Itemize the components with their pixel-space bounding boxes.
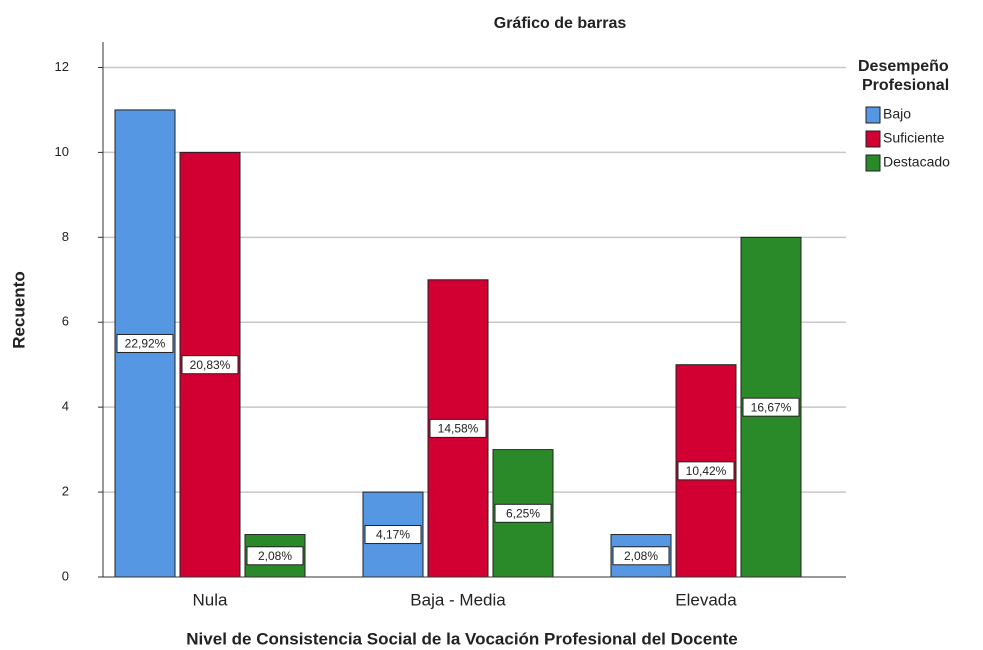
y-tick-label: 8 (62, 229, 69, 244)
x-tick-label: Nula (193, 590, 229, 609)
data-label: 20,83% (190, 358, 231, 372)
data-label-box (494, 503, 552, 523)
legend-swatch (865, 130, 881, 148)
legend-label: Suficiente (883, 130, 945, 146)
y-tick-label: 0 (62, 568, 69, 583)
data-label: 2,08% (624, 549, 658, 563)
y-tick-label: 10 (55, 144, 69, 159)
x-axis-label: Nivel de Consistencia Social de la Vocac… (186, 629, 737, 648)
y-tick-label: 6 (62, 314, 69, 329)
legend-label: Destacado (883, 154, 950, 170)
data-label-box (181, 355, 239, 375)
data-label: 10,42% (686, 464, 727, 478)
data-label: 16,67% (751, 400, 792, 414)
data-label-box (246, 546, 304, 566)
legend-swatch (865, 154, 881, 172)
x-tick-label: Elevada (675, 590, 737, 609)
data-label-box (677, 461, 735, 481)
y-tick-label: 12 (55, 59, 69, 74)
data-label-box (116, 333, 174, 353)
data-label-box (742, 397, 800, 417)
legend-swatch (865, 106, 881, 124)
data-label-box (364, 525, 422, 545)
x-tick-label: Baja - Media (410, 590, 506, 609)
data-label: 2,08% (258, 549, 292, 563)
data-label: 22,92% (125, 337, 166, 351)
legend-title: Desempeño (858, 58, 949, 75)
y-tick-label: 4 (62, 399, 69, 414)
legend-label: Bajo (883, 106, 911, 122)
data-label-box (429, 418, 487, 438)
chart-title: Gráfico de barras (494, 15, 627, 32)
data-label-box (612, 546, 670, 566)
y-axis-label: Recuento (9, 271, 28, 348)
legend-title: Profesional (862, 77, 949, 94)
data-label: 14,58% (438, 422, 479, 436)
data-label: 4,17% (376, 528, 410, 542)
data-label: 6,25% (506, 506, 540, 520)
y-tick-label: 2 (62, 484, 69, 499)
